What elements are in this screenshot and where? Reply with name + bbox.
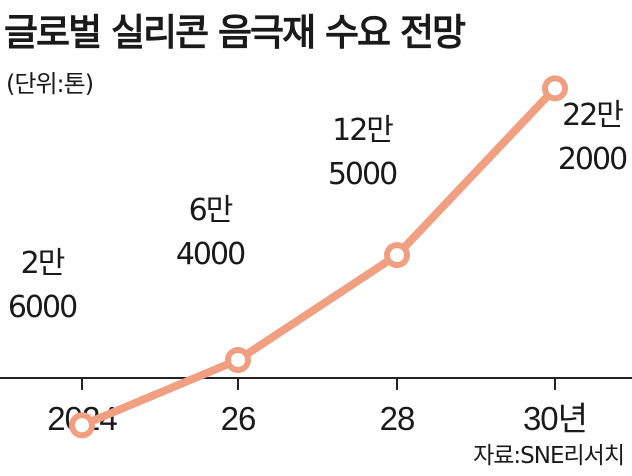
x-tick-label: 26 xyxy=(221,400,256,437)
data-label: 12만 xyxy=(332,113,393,148)
data-point xyxy=(384,242,410,269)
chart-title: 글로벌 실리콘 음극재 수요 전망 xyxy=(4,11,466,54)
source-credit: 자료:SNE리서치 xyxy=(473,443,625,469)
x-tick-label: 30년 xyxy=(523,400,587,437)
data-point xyxy=(225,346,251,373)
data-label: 5000 xyxy=(328,157,397,192)
data-point xyxy=(69,412,95,439)
data-label: 2000 xyxy=(558,142,627,177)
unit-label: (단위:톤) xyxy=(6,70,94,98)
data-label: 4000 xyxy=(176,237,245,272)
x-tick-label: 28 xyxy=(380,400,415,437)
data-label: 2만 xyxy=(21,246,65,281)
data-label: 6만 xyxy=(189,193,233,228)
series-line xyxy=(78,84,559,430)
data-label: 22만 xyxy=(562,98,623,133)
data-point xyxy=(542,75,568,102)
data-label: 6000 xyxy=(8,290,77,325)
